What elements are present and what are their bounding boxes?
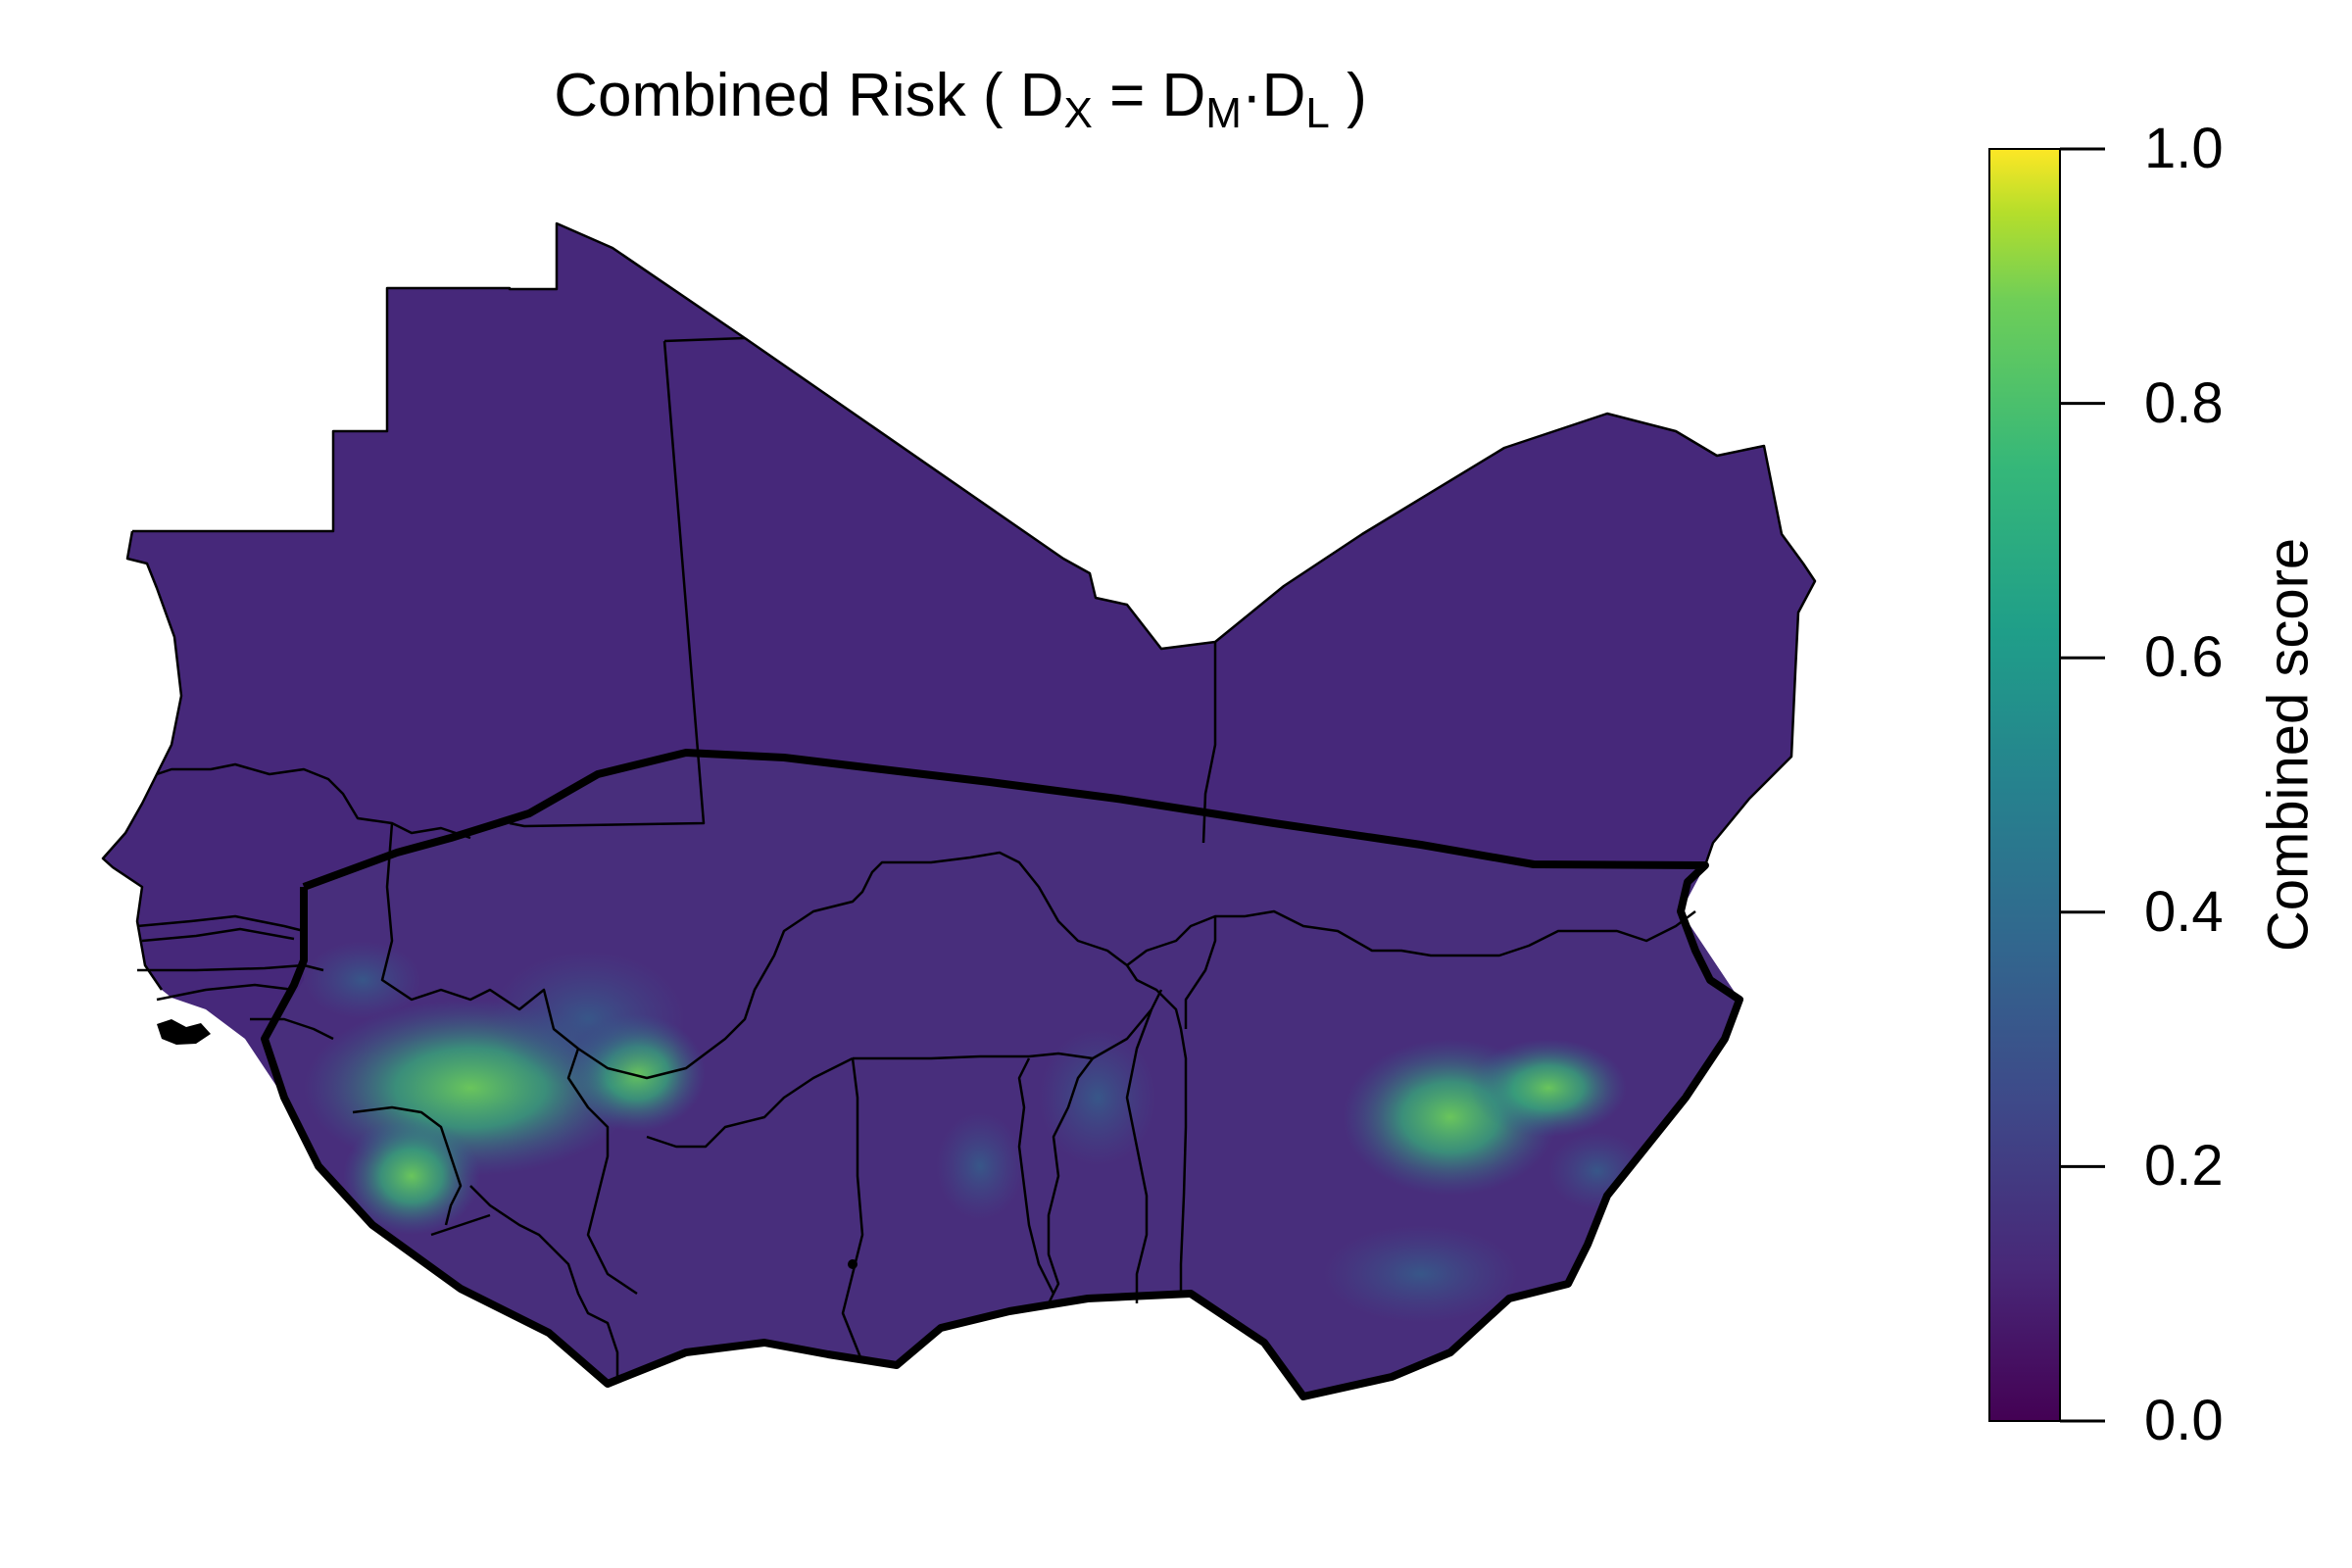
colorbar-title: Combined score: [2256, 537, 2321, 953]
colorbar-tick-label: 0.0: [2144, 1389, 2224, 1452]
colorbar-tick-label: 0.6: [2144, 625, 2224, 690]
colorbar-tick-label: 0.4: [2144, 879, 2224, 944]
hotspot-sierra-leone: [343, 1117, 480, 1235]
hotspot-cote-east: [936, 1112, 1024, 1220]
hotspot-nigeria-south: [1323, 1225, 1519, 1323]
colorbar-gradient: [1988, 148, 2061, 1422]
hotspot-guinea-west: [304, 941, 421, 1019]
hotspot-ghana: [1039, 1029, 1156, 1166]
colorbar-tick-label: 1.0: [2144, 117, 2224, 180]
hotspot-nigeria-east: [1470, 1039, 1627, 1137]
colorbar-ticks: [2060, 147, 2105, 1423]
colorbar-tick-label: 0.2: [2144, 1134, 2224, 1199]
colorbar-tick-label: 0.8: [2144, 370, 2224, 435]
coastal-islands: [157, 1019, 858, 1269]
hotspot-mali-south: [490, 951, 686, 1088]
country-borders: [101, 221, 1817, 1382]
map-title: Combined Risk ( DX = DM·DL ): [554, 62, 1367, 137]
study-boundary: [261, 749, 1743, 1400]
